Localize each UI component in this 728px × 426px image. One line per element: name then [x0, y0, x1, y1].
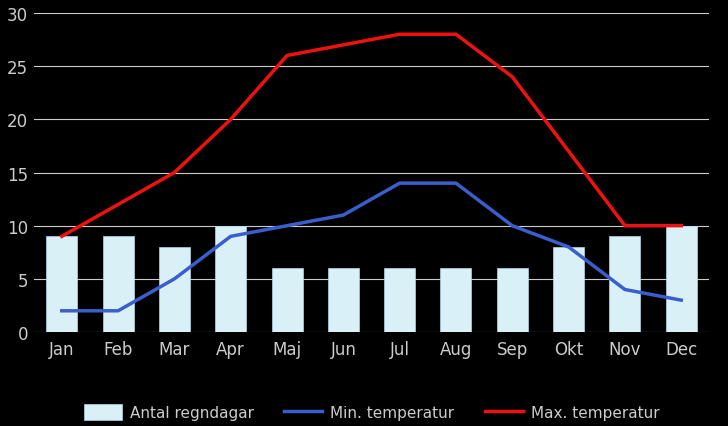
Bar: [440, 269, 472, 332]
Bar: [384, 269, 415, 332]
Bar: [665, 226, 697, 332]
Bar: [328, 269, 359, 332]
Bar: [103, 237, 133, 332]
Bar: [47, 237, 77, 332]
Bar: [159, 248, 190, 332]
Bar: [215, 226, 246, 332]
Bar: [553, 248, 584, 332]
Bar: [609, 237, 641, 332]
Bar: [496, 269, 528, 332]
Bar: [272, 269, 303, 332]
Legend: Antal regndagar, Min. temperatur, Max. temperatur: Antal regndagar, Min. temperatur, Max. t…: [78, 398, 665, 426]
